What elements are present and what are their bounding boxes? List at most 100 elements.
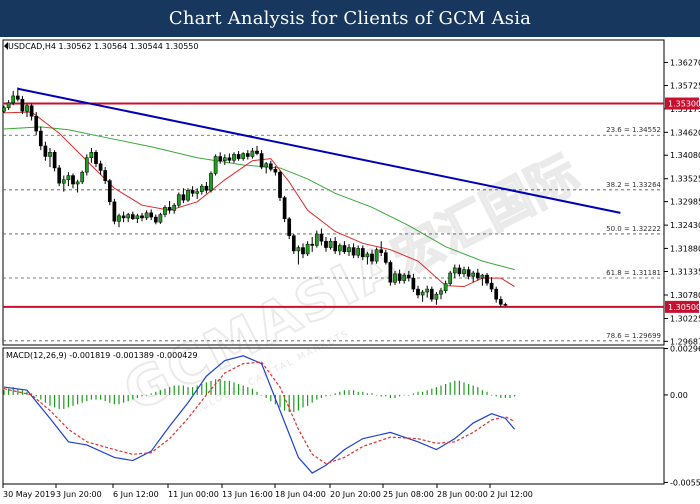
candle-body: [245, 153, 250, 157]
horizontal-level-label: 1.35300: [668, 100, 700, 109]
macd-histogram-bar: [343, 390, 345, 395]
macd-tick-label: 0.00: [670, 391, 688, 400]
macd-histogram-bar: [348, 390, 350, 395]
macd-histogram-bar: [320, 394, 322, 399]
candle-body: [314, 233, 319, 246]
price-tick-label: 1.31880: [670, 244, 700, 253]
macd-histogram-bar: [150, 393, 152, 395]
macd-histogram-bar: [353, 390, 355, 395]
candle-body: [264, 163, 269, 168]
x-tick-label: 18 Jun 04:00: [275, 490, 326, 499]
candle-body: [20, 99, 25, 112]
candle-body: [121, 215, 126, 219]
x-tick-label: 6 Jun 12:00: [113, 490, 159, 499]
macd-histogram-bar: [334, 393, 336, 395]
candle-body: [158, 214, 163, 223]
candle-body: [388, 262, 393, 283]
candle-body: [255, 150, 259, 154]
macd-histogram-bar: [146, 394, 148, 396]
macd-histogram-bar: [371, 393, 373, 395]
candle-body: [213, 156, 218, 174]
chart-area: GCMASIA 宏汇国际 GLOBAL CAPITAL MARKETS 1.36270…: [0, 37, 700, 500]
candle-body: [411, 277, 416, 290]
candle-body: [15, 95, 20, 100]
candle-body: [190, 190, 195, 194]
candle-body: [176, 194, 181, 206]
candle-body: [52, 152, 57, 169]
candle-body: [204, 185, 209, 191]
macd-histogram-bar: [445, 383, 447, 395]
candle-body: [107, 180, 112, 203]
macd-histogram-bar: [141, 394, 143, 397]
macd-histogram-bar: [509, 394, 511, 399]
candle-body: [489, 282, 494, 290]
macd-histogram-bar: [215, 379, 217, 395]
price-tick-label: 1.30225: [670, 315, 700, 324]
candle-body: [301, 247, 305, 255]
macd-histogram-bar: [454, 380, 456, 395]
macd-histogram-bar: [77, 394, 79, 405]
price-tick-label: 1.32430: [670, 221, 700, 230]
candle-body: [420, 291, 425, 296]
macd-signal-line: [3, 361, 515, 465]
price-tick-label: 1.36270: [670, 58, 700, 67]
candle-body: [199, 185, 204, 192]
candle-body: [259, 153, 264, 168]
candle-body: [103, 170, 108, 181]
macd-histogram-bar: [435, 387, 437, 395]
macd-histogram-bar: [35, 394, 37, 397]
macd-histogram-bar: [504, 394, 506, 399]
x-tick-label: 20 Jun 20:00: [330, 490, 381, 499]
candle-body: [218, 156, 223, 161]
macd-histogram-bar: [389, 394, 391, 399]
macd-histogram-bar: [100, 394, 102, 400]
macd-histogram-bar: [251, 388, 253, 395]
macd-histogram-bar: [408, 394, 410, 396]
macd-histogram-bar: [164, 388, 166, 395]
macd-histogram-bar: [256, 391, 258, 395]
moving-average-slow-line: [3, 126, 515, 271]
macd-histogram-bar: [403, 394, 405, 396]
candle-body: [324, 240, 328, 248]
candle-body: [462, 269, 466, 275]
candle-body: [43, 145, 48, 157]
macd-histogram-bar: [431, 388, 433, 395]
macd-histogram-bar: [238, 383, 240, 395]
candle-body: [130, 214, 135, 220]
candle-body: [66, 175, 71, 181]
macd-histogram-bar: [67, 394, 69, 408]
macd-histogram-bar: [90, 394, 92, 400]
candle-body: [356, 248, 361, 256]
candle-body: [425, 288, 430, 293]
macd-histogram-bar: [178, 385, 180, 395]
macd-histogram-bar: [118, 394, 120, 405]
fibonacci-level-label: 38.2 = 1.33264: [606, 181, 661, 189]
candle-body: [250, 150, 255, 157]
macd-histogram-bar: [449, 382, 451, 395]
macd-histogram-bar: [201, 383, 203, 395]
macd-histogram-bar: [228, 380, 230, 395]
macd-histogram-bar: [242, 385, 244, 395]
candle-body: [195, 191, 200, 194]
candle-body: [227, 157, 232, 161]
x-tick-label: 2 Jul 12:00: [490, 490, 533, 499]
macd-histogram-bar: [270, 394, 272, 402]
candle-body: [57, 167, 62, 184]
macd-histogram-bar: [417, 391, 419, 395]
macd-histogram-bar: [104, 394, 106, 402]
macd-tick-label: 0.002967: [670, 345, 700, 354]
candle-body: [11, 95, 16, 103]
macd-histogram-bar: [385, 394, 387, 397]
macd-histogram-bar: [399, 394, 401, 397]
candle-body: [282, 197, 287, 220]
macd-histogram-bar: [159, 390, 161, 395]
candle-body: [319, 233, 324, 242]
candle-body: [374, 249, 379, 262]
macd-histogram-bar: [21, 390, 23, 395]
candle-body: [370, 253, 374, 262]
candle-body: [480, 274, 485, 279]
candle-body: [406, 274, 411, 279]
candle-body: [181, 194, 186, 201]
macd-histogram-bar: [362, 391, 364, 395]
